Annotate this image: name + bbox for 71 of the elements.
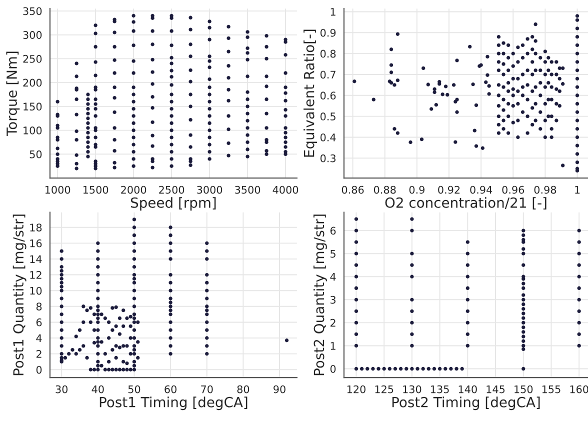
y-tick-label: 1: [330, 342, 336, 350]
x-tick-label: 2500: [159, 186, 184, 194]
y-tick-label: 0.3: [320, 154, 336, 162]
y-tick-label: 2: [36, 350, 42, 358]
x-tick-label: 0.86: [342, 186, 364, 194]
x-tick-label: 0.92: [438, 186, 460, 194]
x-tick-label: 0.9: [409, 186, 424, 194]
x-tick-label: 70: [201, 385, 213, 394]
y-tick-label: 4: [330, 272, 336, 281]
y-tick-label: 350: [23, 7, 42, 16]
x-tick-label: 135: [431, 385, 449, 394]
y-axis-title: Equivalent Ratio[-]: [304, 30, 317, 157]
x-tick-label: 0.98: [534, 186, 556, 194]
x-axis-title: Post1 Timing [degCA]: [100, 396, 248, 410]
y-tick-label: 6: [330, 226, 336, 235]
y-tick-label: 0.6: [320, 92, 336, 100]
y-tick-label: 0.9: [320, 28, 336, 37]
y-tick-label: 1: [330, 8, 336, 16]
x-tick-label: 2000: [121, 186, 146, 194]
x-axis-title: Speed [rpm]: [130, 197, 216, 211]
x-tick-label: 0.96: [502, 186, 524, 194]
x-tick-label: 3000: [197, 186, 222, 194]
x-tick-label: 60: [164, 385, 176, 394]
x-axis-title: Post2 Timing [degCA]: [392, 396, 540, 410]
x-tick-label: 50: [128, 385, 140, 394]
x-tick-label: 30: [56, 385, 68, 394]
x-tick-label: 40: [92, 385, 104, 394]
y-tick-label: 10: [30, 286, 42, 295]
x-tick-label: 155: [542, 385, 560, 394]
y-tick-label: 3: [330, 296, 336, 304]
x-tick-label: 120: [347, 385, 366, 394]
y-tick-label: 2: [330, 318, 336, 327]
y-tick-label: 150: [24, 102, 42, 111]
y-tick-label: 5: [330, 250, 336, 258]
y-tick-label: 18: [30, 224, 42, 232]
y-tick-label: 300: [23, 31, 42, 39]
y-tick-label: 16: [30, 239, 42, 248]
x-tick-label: 150: [514, 385, 533, 394]
x-tick-label: 160: [570, 385, 588, 394]
x-tick-label: 90: [274, 385, 286, 394]
y-axis-title: Post2 Quantity [mg/str]: [313, 214, 327, 376]
y-tick-label: 250: [23, 54, 42, 63]
x-tick-label: 3500: [235, 186, 260, 194]
y-tick-label: 0: [36, 366, 42, 374]
x-tick-label: 4000: [272, 186, 298, 194]
y-tick-label: 200: [23, 78, 42, 87]
y-tick-label: 100: [24, 126, 42, 134]
y-tick-label: 8: [36, 302, 42, 310]
y-tick-label: 14: [30, 255, 42, 263]
y-tick-label: 0.5: [320, 112, 336, 120]
x-tick-label: 1500: [83, 186, 108, 194]
y-tick-label: 50: [30, 150, 42, 158]
y-tick-label: 4: [36, 334, 42, 342]
x-axis-title: O2 concentration/21 [-]: [385, 197, 546, 210]
x-tick-label: 140: [458, 385, 477, 394]
y-tick-label: 0: [330, 364, 336, 373]
x-tick-label: 145: [486, 385, 505, 394]
x-tick-label: 1: [575, 186, 580, 194]
x-tick-label: 125: [375, 385, 394, 394]
x-tick-label: 130: [403, 385, 422, 394]
x-tick-label: 0.94: [470, 186, 492, 194]
y-tick-label: 0.7: [320, 70, 336, 79]
y-tick-label: 0.4: [320, 133, 336, 142]
x-tick-label: 80: [237, 385, 250, 394]
y-axis-title: Torque [Nm]: [6, 52, 20, 136]
x-tick-label: 1000: [45, 186, 70, 194]
y-tick-label: 6: [36, 318, 42, 326]
y-tick-label: 0.8: [320, 50, 336, 58]
x-tick-label: 0.88: [374, 186, 396, 194]
y-tick-label: 12: [30, 271, 42, 279]
y-axis-title: Post1 Quantity [mg/str]: [12, 214, 26, 376]
